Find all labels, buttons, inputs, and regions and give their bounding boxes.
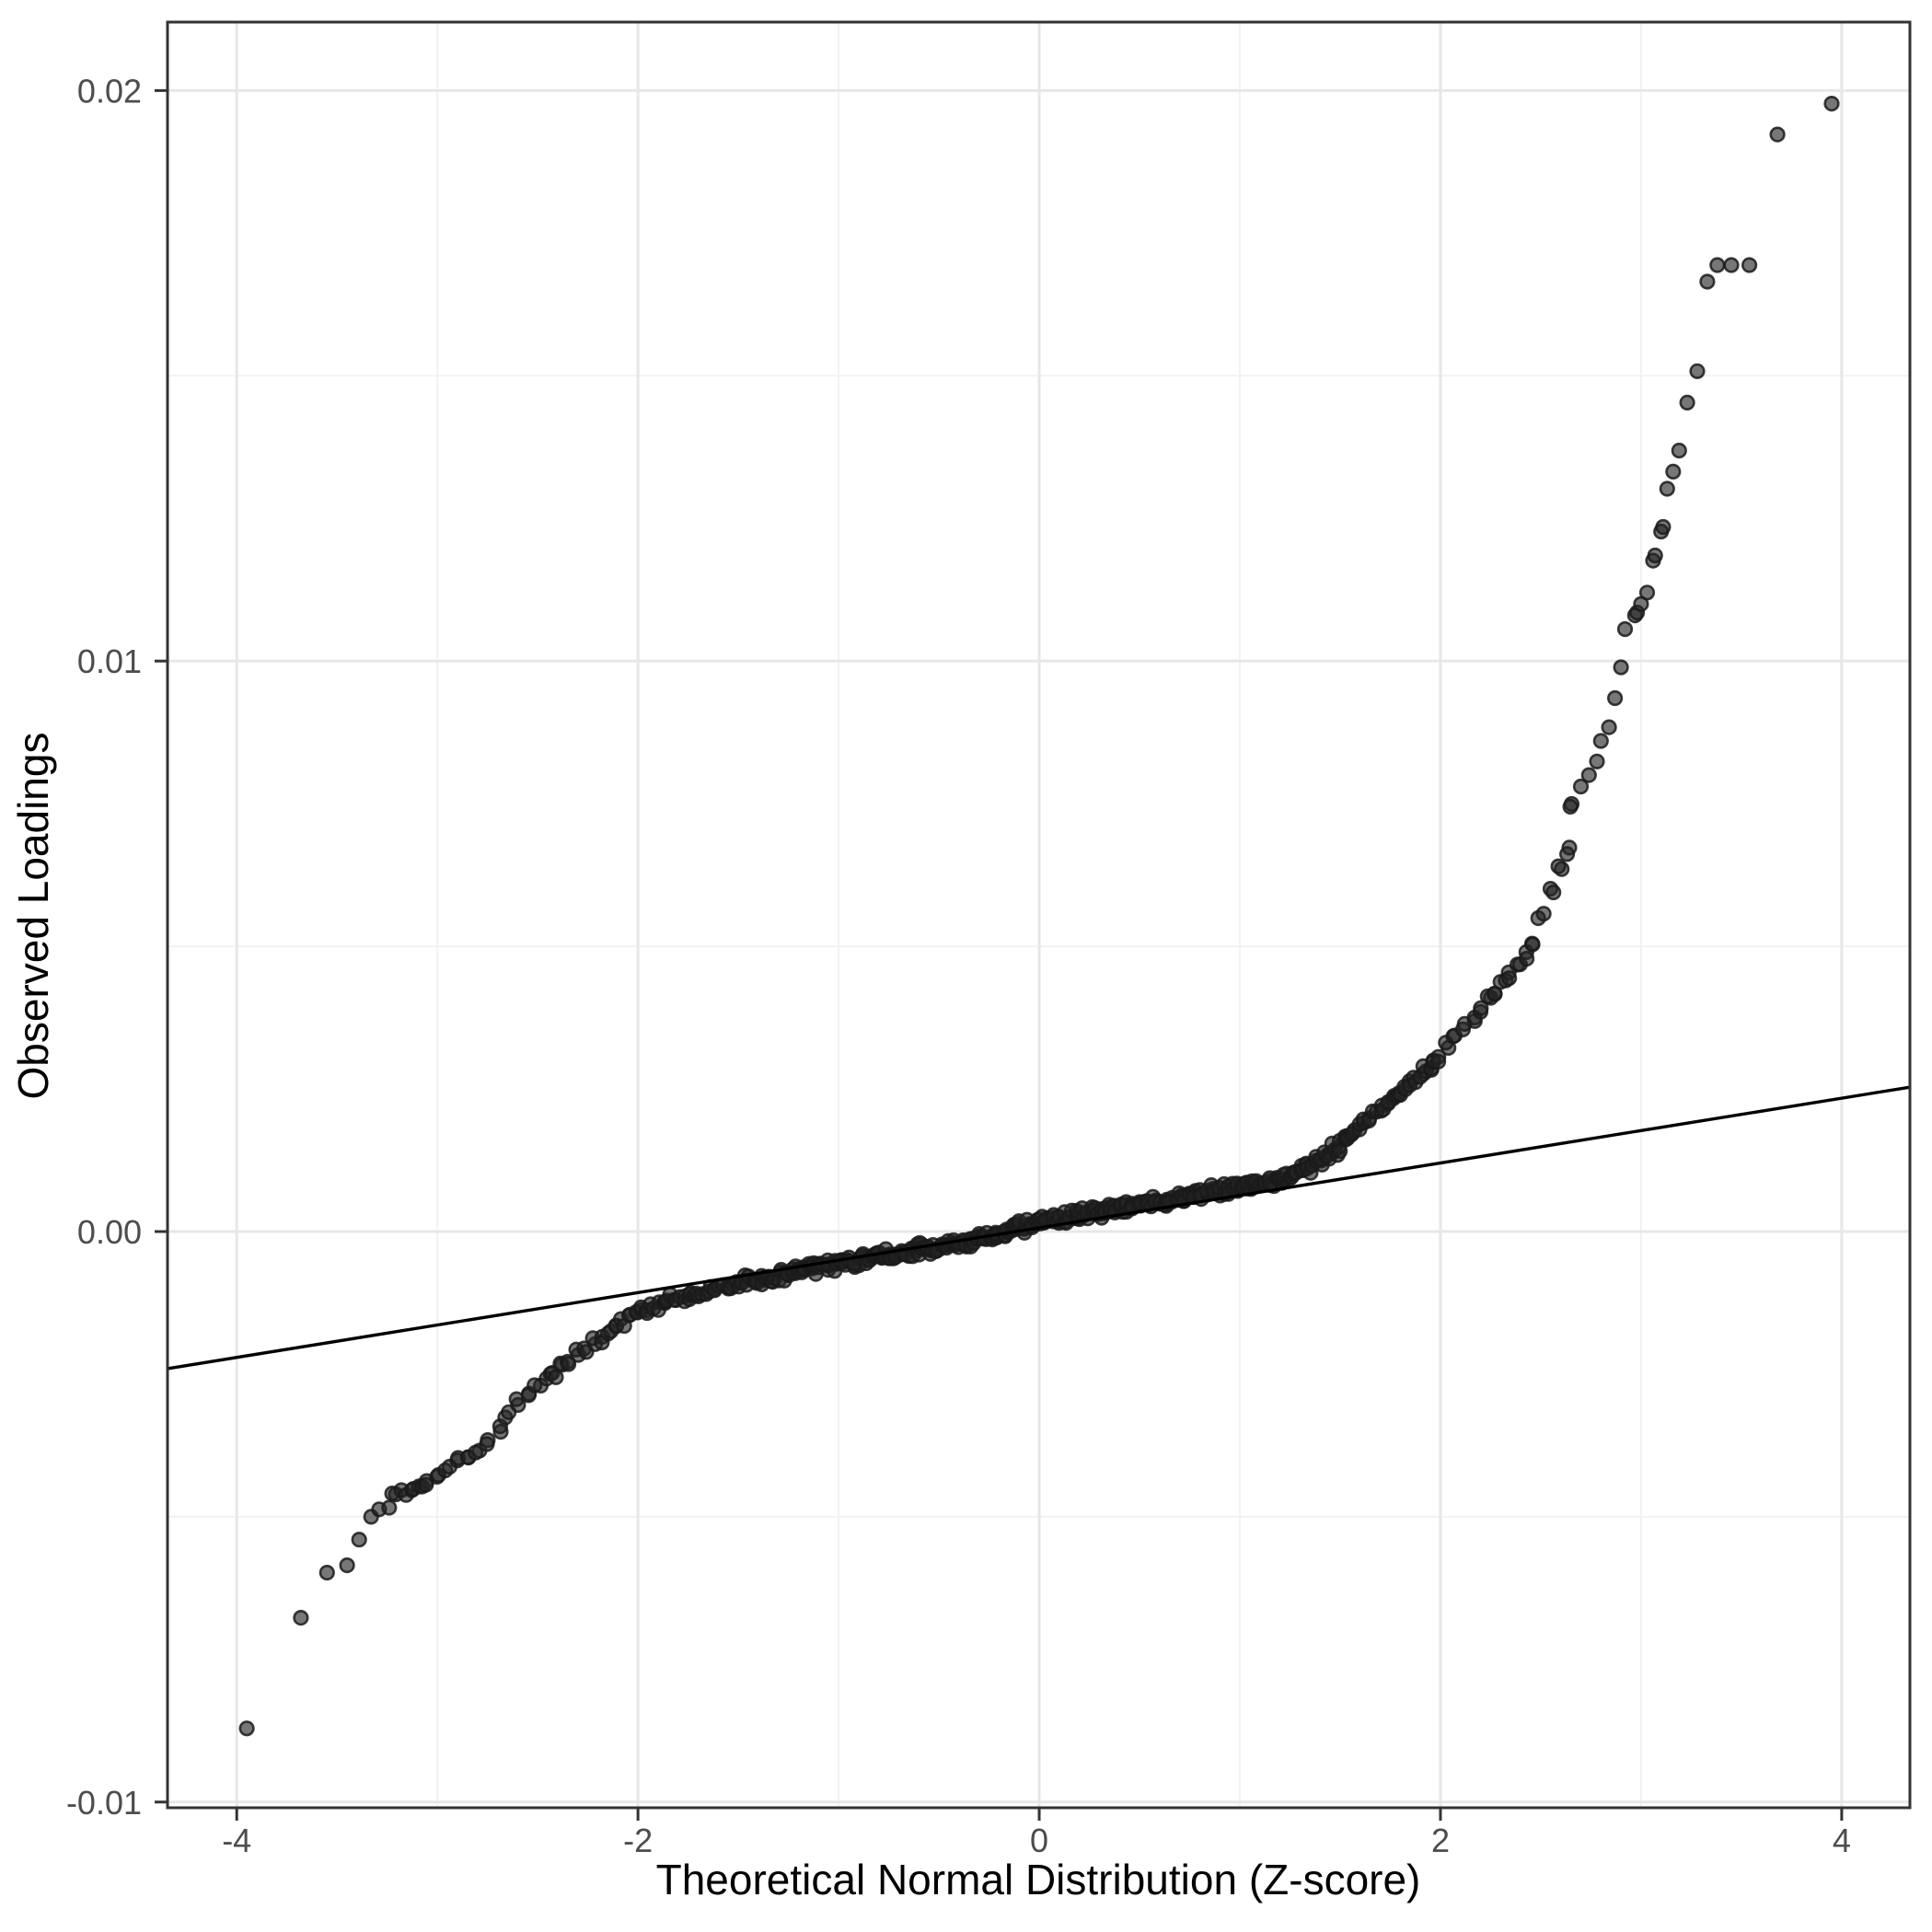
- y-tick-label: -0.01: [66, 1784, 142, 1822]
- scatter-points: [238, 95, 1840, 1737]
- axis-tick-labels: -4 -2 0 2 4 0.02 0.01 0.00 -0.01: [66, 72, 1851, 1859]
- x-tick-label: 0: [1030, 1822, 1048, 1859]
- axis-ticks: [155, 88, 1844, 1821]
- x-tick-label: 4: [1833, 1822, 1851, 1859]
- y-axis-title: Observed Loadings: [9, 733, 57, 1100]
- y-tick-label: 0.02: [77, 72, 142, 110]
- x-tick-label: -2: [623, 1822, 653, 1859]
- y-tick-label: 0.00: [77, 1213, 142, 1251]
- y-tick-label: 0.01: [77, 642, 142, 680]
- x-tick-label: 2: [1431, 1822, 1450, 1859]
- gridlines-major: [168, 22, 1910, 1808]
- qq-reference-line: [167, 1085, 1911, 1371]
- x-tick-label: -4: [222, 1822, 251, 1859]
- x-axis-title: Theoretical Normal Distribution (Z-score…: [656, 1856, 1421, 1903]
